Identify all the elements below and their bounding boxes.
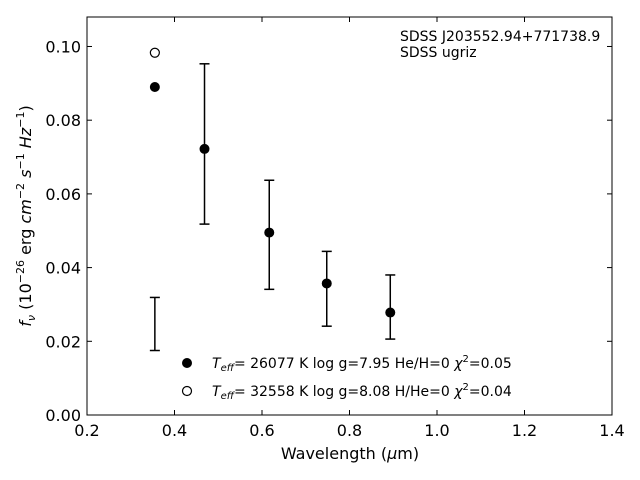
x-tick-label: 0.2 <box>74 421 99 440</box>
error-bar <box>321 250 332 327</box>
model-point-filled <box>149 82 160 93</box>
errorbar-layer <box>149 63 396 352</box>
model-point-open <box>149 47 160 58</box>
ticks-layer: 0.2 0.4 0.6 0.8 1.0 1.2 1.4 0.00 0.02 0.04 0.06 0.0… <box>45 17 625 440</box>
object-name-annotation: SDSS J203552.94+771738.9 <box>400 29 600 45</box>
legend-entry-2: Teff= 32558 K log g=8.08 H/He=0 χ2=0.04 <box>212 382 512 402</box>
y-tick-label: 0.02 <box>45 332 81 351</box>
error-bar <box>149 296 160 352</box>
x-tick-label: 0.4 <box>162 421 187 440</box>
legend-entry-1: Teff= 26077 K log g=7.95 He/H=0 χ2=0.05 <box>212 354 512 374</box>
legend-marker-filled <box>182 358 192 368</box>
y-tick-label: 0.08 <box>45 111 81 130</box>
x-tick-label: 1.0 <box>424 421 449 440</box>
x-axis-label: Wavelength (μm) <box>281 444 419 463</box>
x-tick-label: 0.6 <box>249 421 274 440</box>
model-point-filled <box>321 278 332 289</box>
points-layer <box>149 47 396 318</box>
y-axis-label: fν (10−26 erg cm−2 s−1 Hz−1) <box>14 105 38 326</box>
model-point-filled <box>385 307 396 318</box>
y-tick-label: 0.10 <box>45 37 81 56</box>
x-tick-label: 1.2 <box>512 421 537 440</box>
legend: Teff= 26077 K log g=7.95 He/H=0 χ2=0.05 … <box>181 354 512 402</box>
model-point-filled <box>264 227 275 238</box>
y-tick-label: 0.06 <box>45 185 81 204</box>
error-bar <box>385 274 396 340</box>
x-tick-label: 0.8 <box>337 421 362 440</box>
legend-marker-open <box>181 385 193 397</box>
model-point-filled <box>199 143 210 154</box>
y-tick-label: 0.00 <box>45 406 81 425</box>
filter-set-annotation: SDSS ugriz <box>400 45 477 61</box>
x-tick-label: 1.4 <box>599 421 624 440</box>
y-tick-label: 0.04 <box>45 259 81 278</box>
